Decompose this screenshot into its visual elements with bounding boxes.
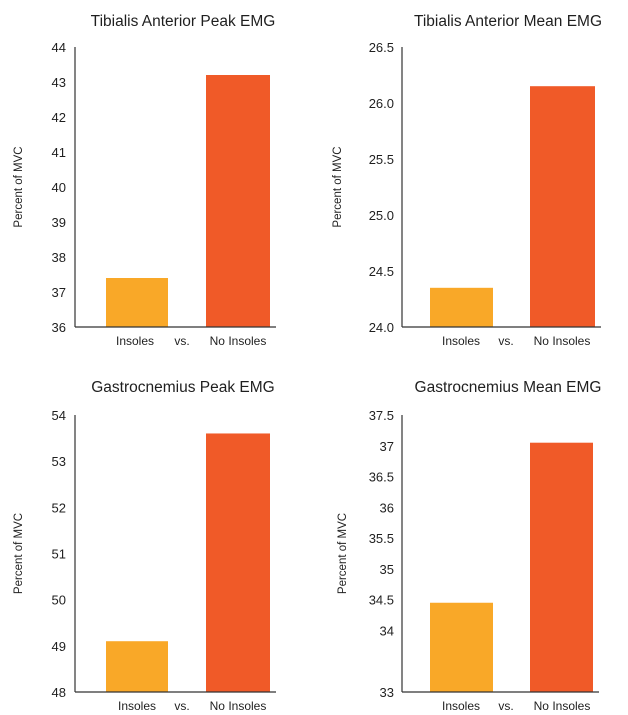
y-tick-label: 37.5 — [369, 408, 394, 423]
bar-insoles — [106, 641, 168, 692]
vs-separator-label: vs. — [174, 699, 189, 713]
x-category-label: Insoles — [116, 334, 154, 348]
y-tick-label: 35.5 — [369, 531, 394, 546]
vs-separator-label: vs. — [498, 699, 513, 713]
x-category-label: No Insoles — [210, 699, 267, 713]
y-tick-label: 54 — [52, 408, 66, 423]
y-tick-label: 48 — [52, 685, 66, 700]
y-tick-label: 34 — [380, 623, 394, 638]
y-tick-label: 33 — [380, 685, 394, 700]
chart-panel-4: Gastrocnemius Mean EMG Percent of MVC 33 34… — [337, 379, 601, 713]
y-tick-label: 39 — [52, 215, 66, 230]
y-tick-label: 24.0 — [369, 320, 394, 335]
y-tick-label: 24.5 — [369, 264, 394, 279]
y-tick-label: 26.5 — [369, 40, 394, 55]
x-category-label: Insoles — [442, 334, 480, 348]
y-tick-label: 38 — [52, 250, 66, 265]
chart-panel-3: Gastrocnemius Peak EMG Percent of MVC 48 49… — [13, 379, 276, 713]
x-category-label: No Insoles — [210, 334, 267, 348]
y-tick-label: 34.5 — [369, 593, 394, 608]
y-axis-label: Percent of MVC — [13, 513, 25, 594]
y-axis-label: Percent of MVC — [337, 513, 349, 594]
vs-separator-label: vs. — [174, 334, 189, 348]
y-tick-label: 51 — [52, 547, 66, 562]
bar-insoles — [430, 602, 493, 692]
y-tick-label: 44 — [52, 40, 66, 55]
y-axis-label: Percent of MVC — [13, 146, 25, 227]
y-tick-label: 37 — [380, 439, 394, 454]
chart-title: Gastrocnemius Peak EMG — [91, 379, 274, 396]
y-tick-label: 52 — [52, 500, 66, 515]
chart-panel-2: Tibialis Anterior Mean EMG Percent of MVC… — [332, 13, 602, 348]
x-category-label: Insoles — [442, 699, 480, 713]
y-tick-label: 41 — [52, 145, 66, 160]
vs-separator-label: vs. — [498, 334, 513, 348]
chart-title: Tibialis Anterior Peak EMG — [91, 13, 276, 30]
chart-title: Gastrocnemius Mean EMG — [415, 379, 602, 396]
y-tick-label: 36 — [380, 500, 394, 515]
y-tick-label: 36.5 — [369, 470, 394, 485]
bar-insoles — [106, 278, 168, 327]
y-tick-label: 49 — [52, 639, 66, 654]
bar-no-insoles — [206, 75, 270, 327]
y-tick-label: 35 — [380, 562, 394, 577]
y-tick-label: 40 — [52, 180, 66, 195]
y-axis-label: Percent of MVC — [332, 146, 344, 227]
y-tick-label: 36 — [52, 320, 66, 335]
chart-title: Tibialis Anterior Mean EMG — [414, 13, 602, 30]
y-tick-label: 43 — [52, 75, 66, 90]
bar-no-insoles — [206, 433, 270, 692]
x-category-label: No Insoles — [534, 699, 591, 713]
y-tick-label: 25.0 — [369, 208, 394, 223]
y-tick-label: 50 — [52, 593, 66, 608]
bar-no-insoles — [530, 86, 595, 327]
y-tick-label: 25.5 — [369, 152, 394, 167]
x-category-label: Insoles — [118, 699, 156, 713]
x-category-label: No Insoles — [534, 334, 591, 348]
y-tick-label: 37 — [52, 285, 66, 300]
y-tick-label: 26.0 — [369, 96, 394, 111]
chart-panel-1: Tibialis Anterior Peak EMG Percent of MVC… — [13, 13, 276, 348]
bar-no-insoles — [530, 442, 593, 692]
y-tick-label: 53 — [52, 454, 66, 469]
bar-insoles — [430, 287, 493, 327]
y-tick-label: 42 — [52, 110, 66, 125]
